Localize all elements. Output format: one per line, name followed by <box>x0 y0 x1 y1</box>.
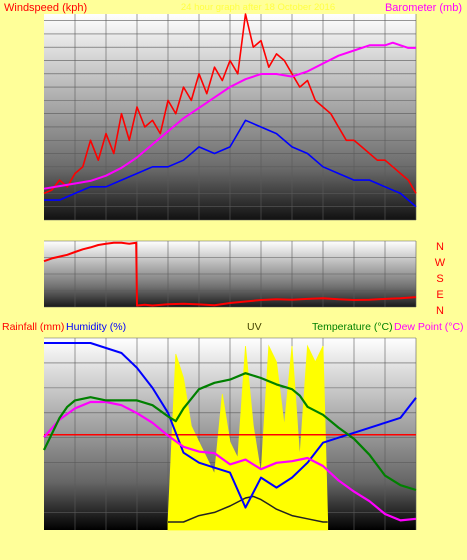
wind-grid <box>44 14 417 221</box>
gust-series-line <box>43 13 417 195</box>
temperature-axis-title: Temperature (°C) <box>312 321 393 333</box>
weather-series <box>43 342 417 531</box>
compass-letters: N W S E N <box>435 241 446 317</box>
rainfall-axis-title: Rainfall (mm) <box>2 321 64 333</box>
wind-series <box>43 13 417 208</box>
direction-series <box>43 241 417 307</box>
compass-letter-w: W <box>435 257 446 269</box>
uv-axis-title: UV <box>247 321 262 333</box>
compass-letter-n-top: N <box>436 241 444 253</box>
compass-letter-e: E <box>436 289 443 301</box>
windspeed-axis-title: Windspeed (kph) <box>4 2 87 14</box>
compass-letter-n-bottom: N <box>436 305 444 317</box>
compass-letter-s: S <box>436 273 443 285</box>
dewpoint-series-line <box>43 400 417 522</box>
barometer-axis-title: Barometer (mb) <box>385 2 462 14</box>
chart-title: 24 hour graph after 18 October 2016 <box>181 2 335 13</box>
direction-series-line <box>43 241 417 307</box>
wind-series-line <box>44 119 417 208</box>
humidity-series-line <box>44 342 417 509</box>
barometer-series-line <box>43 41 416 190</box>
solar-series-line <box>168 495 328 523</box>
direction-grid <box>44 240 417 308</box>
humidity-axis-title: Humidity (%) <box>66 321 126 333</box>
dewpoint-axis-title: Dew Point (°C) <box>394 321 464 333</box>
uv-series-area <box>167 344 329 531</box>
temperature-series-line <box>43 372 417 492</box>
